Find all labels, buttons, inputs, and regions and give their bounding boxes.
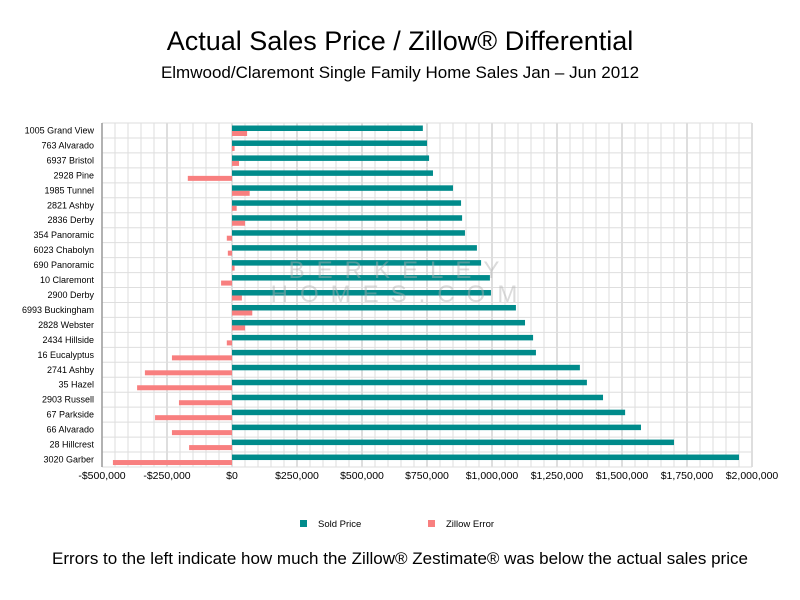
zillow-error-bar <box>232 310 253 316</box>
x-tick-label: $1,500,000 <box>596 470 649 482</box>
zillow-error-bar <box>155 415 232 421</box>
legend-label: Sold Price <box>318 519 361 530</box>
category-label: 35 Hazel <box>58 380 94 390</box>
category-label: 763 Alvarado <box>41 140 94 150</box>
zillow-error-bar <box>171 430 232 436</box>
sold-price-bar <box>232 245 477 251</box>
category-label: 2900 Derby <box>47 290 94 300</box>
category-label: 16 Eucalyptus <box>37 350 94 360</box>
zillow-error-bar <box>112 460 232 466</box>
watermark-text: HOMES.COM <box>271 281 530 308</box>
category-label: 1985 Tunnel <box>44 185 94 195</box>
zillow-error-bar <box>137 385 232 391</box>
legend-swatch <box>300 520 307 527</box>
category-label: 6023 Chabolyn <box>33 245 94 255</box>
zillow-error-bar <box>178 400 232 406</box>
category-label: 2434 Hillside <box>42 335 94 345</box>
category-label: 2828 Webster <box>38 320 94 330</box>
x-tick-label: $250,000 <box>275 470 319 482</box>
x-tick-label: $1,000,000 <box>466 470 519 482</box>
legend-label: Zillow Error <box>446 519 494 530</box>
watermark-text: BERKELEY <box>289 257 512 284</box>
sold-price-bar <box>232 409 626 416</box>
x-tick-label: -$250,000 <box>143 470 190 482</box>
zillow-error-bar <box>232 131 248 136</box>
sold-price-bar <box>232 185 453 191</box>
category-label: 2836 Derby <box>47 215 94 225</box>
chart-title: Actual Sales Price / Zillow® Differentia… <box>166 26 634 56</box>
category-label: 66 Alvarado <box>46 425 94 435</box>
chart-subtitle: Elmwood/Claremont Single Family Home Sal… <box>160 63 640 82</box>
category-label: 690 Panoramic <box>33 260 94 270</box>
sold-price-bar <box>232 260 482 266</box>
x-tick-label: $750,000 <box>405 470 449 482</box>
x-tick-label: -$500,000 <box>78 470 125 482</box>
sold-price-bar <box>232 200 462 206</box>
sold-price-bar <box>232 394 604 401</box>
category-label: 6937 Bristol <box>46 155 94 165</box>
zillow-error-bar <box>232 220 245 226</box>
zillow-error-bar <box>221 280 232 286</box>
category-label: 2903 Russell <box>42 395 94 405</box>
x-tick-label: $0 <box>226 470 238 482</box>
sold-price-bar <box>232 140 427 146</box>
category-label: 2928 Pine <box>53 170 94 180</box>
category-label: 3020 Garber <box>43 455 94 465</box>
sold-price-bar <box>232 439 674 446</box>
category-label: 354 Panoramic <box>33 230 94 240</box>
sold-price-bar <box>232 230 465 236</box>
zillow-error-bar <box>171 355 232 361</box>
zillow-error-bar <box>232 295 242 301</box>
category-label: 28 Hillcrest <box>49 440 94 450</box>
zillow-error-bar <box>232 325 245 331</box>
category-label: 2741 Ashby <box>47 365 95 375</box>
x-tick-label: $1,750,000 <box>661 470 714 482</box>
zillow-error-bar <box>144 370 232 376</box>
x-tick-label: $500,000 <box>340 470 384 482</box>
zillow-error-bar <box>232 145 235 151</box>
zillow-error-bar <box>227 250 232 256</box>
zillow-error-bar <box>189 445 232 451</box>
sold-price-bar <box>232 155 430 161</box>
sold-price-bar <box>232 379 587 386</box>
sold-price-bar <box>232 454 739 461</box>
x-tick-label: $1,250,000 <box>531 470 584 482</box>
sold-price-bar <box>232 319 526 326</box>
sold-price-bar <box>232 349 536 356</box>
zillow-error-bar <box>187 175 232 181</box>
category-label: 1005 Grand View <box>25 125 95 135</box>
sold-price-bar <box>232 125 423 131</box>
category-label: 67 Parkside <box>46 410 94 420</box>
legend-swatch <box>428 520 435 527</box>
zillow-error-bar <box>226 340 232 346</box>
zillow-error-bar <box>226 235 232 241</box>
zillow-error-bar <box>232 190 250 196</box>
sold-price-bar <box>232 304 516 311</box>
sold-price-bar <box>232 290 491 296</box>
sold-price-bar <box>232 364 580 371</box>
sold-price-bar <box>232 215 463 221</box>
zillow-error-bar <box>232 160 240 166</box>
zillow-error-bar <box>232 205 237 211</box>
sold-price-bar <box>232 275 490 281</box>
chart-footer: Errors to the left indicate how much the… <box>52 549 748 568</box>
category-label: 6993 Buckingham <box>22 305 94 315</box>
zillow-error-bar <box>232 265 235 271</box>
sold-price-bar <box>232 424 641 431</box>
category-label: 10 Claremont <box>40 275 95 285</box>
sold-price-bar <box>232 334 534 341</box>
sold-price-bar <box>232 170 433 176</box>
x-tick-label: $2,000,000 <box>726 470 779 482</box>
category-label: 2821 Ashby <box>47 200 95 210</box>
